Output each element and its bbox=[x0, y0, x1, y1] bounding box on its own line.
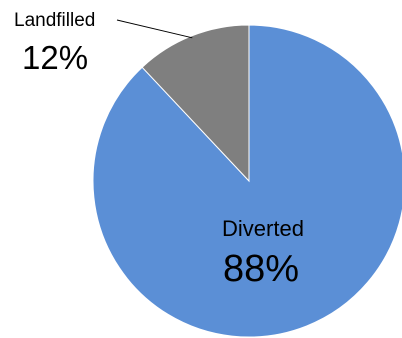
slice-label-landfilled: Landfilled bbox=[14, 10, 95, 31]
pie-slices bbox=[92, 24, 402, 338]
slice-value-landfilled: 12% bbox=[22, 39, 88, 76]
slice-label-diverted: Diverted bbox=[222, 216, 304, 241]
pie-slice-landfilled bbox=[141, 24, 250, 183]
pie-slice-diverted bbox=[92, 24, 402, 338]
landfilled-leader-line bbox=[116, 19, 193, 39]
slice-value-diverted: 88% bbox=[223, 248, 299, 290]
